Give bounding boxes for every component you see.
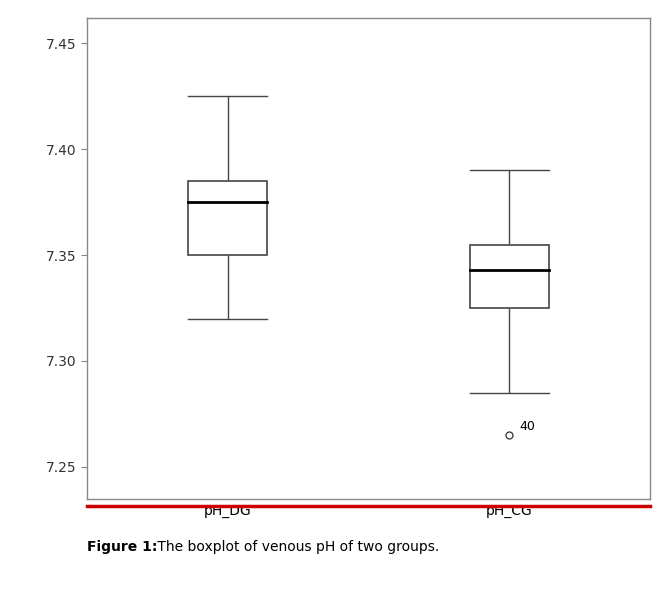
- Text: 40: 40: [519, 420, 535, 433]
- Bar: [470, 245, 549, 308]
- Text: Figure 1:: Figure 1:: [87, 540, 157, 554]
- Text: The boxplot of venous pH of two groups.: The boxplot of venous pH of two groups.: [153, 540, 440, 554]
- Bar: [188, 181, 267, 255]
